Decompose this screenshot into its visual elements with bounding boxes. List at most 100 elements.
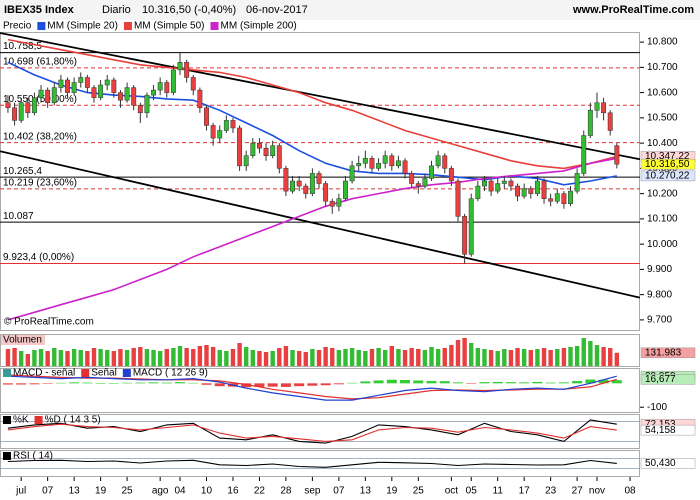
trendline — [0, 150, 640, 299]
volume-bar — [548, 350, 553, 366]
x-tick-label: sep — [304, 486, 321, 497]
volume-bar — [38, 349, 44, 366]
legend-label: RSI ( 14) — [13, 451, 53, 462]
candle-body — [131, 87, 137, 106]
volume-bar — [588, 341, 593, 366]
volume-bar — [343, 349, 348, 366]
volume-bar — [482, 349, 487, 366]
stochastic-line — [7, 423, 617, 442]
candle-body — [18, 102, 24, 121]
candle-body — [482, 180, 487, 187]
legend-label: Señal — [91, 368, 117, 379]
candle-body — [157, 82, 163, 91]
volume-bar — [257, 351, 262, 366]
candle-body — [303, 185, 309, 194]
macd-histogram-bar — [254, 383, 265, 387]
volume-bar — [118, 349, 123, 366]
volume-bar — [296, 351, 302, 366]
macd-histogram-bar — [466, 383, 477, 384]
x-tick-label: nov — [589, 486, 605, 497]
volume-bar — [608, 348, 613, 366]
legend-label: %D ( 14 3 5) — [45, 415, 101, 426]
candle-body — [515, 185, 521, 197]
candle-body — [12, 107, 18, 121]
volume-bar — [283, 346, 289, 366]
volume-bar — [462, 338, 467, 366]
candle-body — [468, 198, 474, 255]
last-value-label: 131.983 — [645, 347, 682, 358]
rsi-panel — [0, 450, 640, 477]
candle-body — [389, 155, 395, 167]
x-tick-label: 16 — [227, 486, 239, 497]
candle-body — [31, 97, 37, 114]
macd-histogram-bar — [29, 383, 40, 385]
date: 06-nov-2017 — [246, 4, 308, 16]
legend-swatch — [123, 22, 132, 30]
volume-bar — [614, 352, 620, 366]
y-tick-label: -100 — [647, 402, 667, 413]
x-tick-label: 17 — [519, 486, 531, 497]
volume-bar — [290, 350, 295, 366]
volume-bar — [177, 346, 183, 366]
macd-histogram-bar — [175, 382, 186, 384]
x-tick-label: ago — [152, 486, 169, 497]
candle-body — [230, 120, 236, 129]
candle-body — [190, 77, 196, 91]
volume-bar — [455, 340, 461, 366]
x-tick-label: 05 — [466, 486, 478, 497]
volume-bar — [508, 350, 514, 366]
candle-body — [356, 163, 362, 167]
volume-bar — [303, 352, 308, 366]
volume-bar — [316, 350, 322, 366]
ma-line — [7, 157, 617, 321]
instrument: IBEX35 Index — [4, 4, 75, 16]
candle-body — [296, 180, 302, 187]
candle-body — [382, 155, 388, 164]
legend-label: MACD ( 12 26 9) — [133, 368, 208, 379]
volume-bar — [435, 349, 441, 366]
volume-bar — [164, 349, 169, 366]
volume-bar — [396, 349, 401, 366]
source: www.ProRealTime.com — [572, 4, 694, 16]
volume-bar — [25, 354, 30, 366]
macd-histogram-bar — [519, 382, 530, 384]
candle-body — [45, 89, 51, 103]
candle-body — [574, 173, 580, 192]
volume-bar — [224, 351, 229, 366]
macd-histogram-bar — [426, 380, 437, 384]
candle-body — [151, 89, 156, 96]
x-tick-label: 04 — [174, 486, 186, 497]
volume-bar — [330, 348, 335, 366]
legend-label: Precio — [3, 21, 32, 32]
legend-swatch — [122, 369, 131, 377]
macd-histogram-bar — [214, 383, 225, 387]
last-value-box — [640, 458, 696, 469]
macd-histogram-bar — [400, 379, 411, 384]
macd-histogram-bar — [479, 382, 490, 384]
last-value-label: 54,158 — [645, 425, 676, 436]
volume-bar — [363, 351, 368, 366]
macd-histogram-bar — [505, 382, 516, 384]
volume-bar — [594, 345, 600, 366]
candle-body — [84, 77, 90, 88]
last-value-label: 16,677 — [645, 374, 676, 385]
legend-label: MM (Simple 200) — [221, 21, 297, 32]
candle-body — [223, 120, 229, 131]
volume-bar — [416, 349, 421, 366]
volume-bar — [217, 350, 222, 366]
level-label: 9.923,4 (0,00%) — [3, 252, 74, 263]
last-value-label: 10.316,50 — [645, 159, 690, 170]
header-bar — [0, 0, 700, 20]
macd-histogram-bar — [307, 383, 318, 386]
volume-bar — [382, 350, 388, 366]
x-tick-label: 07 — [333, 486, 345, 497]
volume-bar — [422, 350, 428, 366]
last-value-label: 10.270,22 — [645, 171, 690, 182]
x-tick-label: 19 — [95, 486, 107, 497]
copyright: © ProRealTime.com — [4, 317, 94, 328]
volume-bar — [197, 346, 203, 366]
level-label: 10.087 — [3, 211, 34, 222]
macd-histogram-bar — [161, 382, 172, 384]
x-tick-label: jul — [15, 486, 26, 497]
y-tick-label: 9.900 — [647, 264, 672, 275]
